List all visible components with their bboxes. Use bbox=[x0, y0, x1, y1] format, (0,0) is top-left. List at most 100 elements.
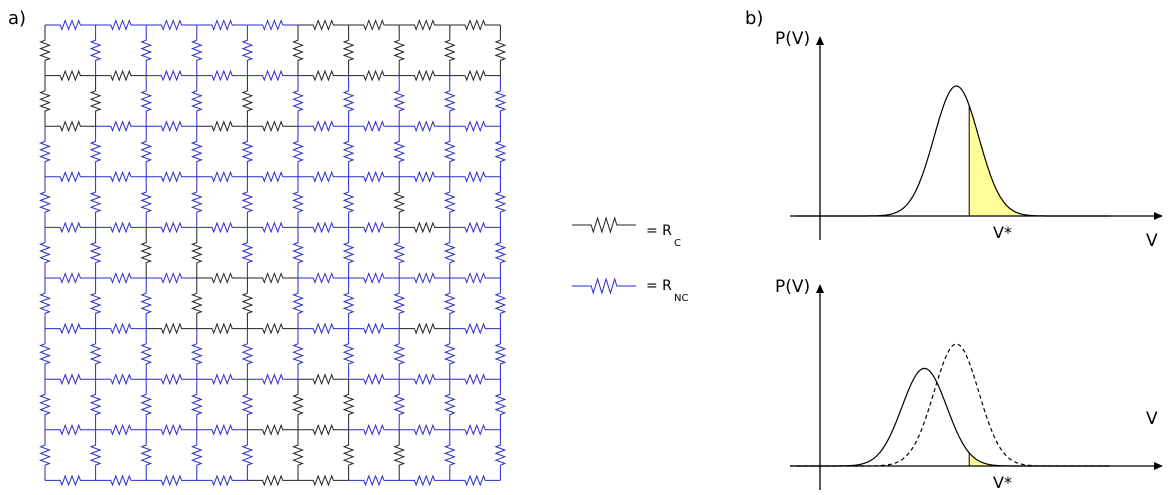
resistor-h-5-2-nonconducting bbox=[146, 272, 197, 284]
resistor-v-2-4-nonconducting bbox=[241, 126, 254, 177]
resistor-h-1-7-conducting bbox=[399, 69, 450, 82]
resistor-v-4-1-nonconducting bbox=[89, 227, 102, 278]
legend-eq-nc: = R bbox=[646, 278, 672, 294]
resistor-h-3-2-nonconducting bbox=[146, 170, 197, 183]
resistor-v-1-8-nonconducting bbox=[443, 75, 456, 127]
resistor-v-2-9-nonconducting bbox=[494, 126, 507, 177]
resistor-v-4-2-conducting bbox=[140, 227, 153, 278]
resistor-v-0-0-conducting bbox=[39, 25, 51, 76]
resistor-h-1-1-conducting bbox=[95, 69, 147, 82]
resistor-h-3-3-nonconducting bbox=[196, 170, 248, 183]
resistor-v-1-9-nonconducting bbox=[494, 75, 507, 127]
resistor-v-4-0-nonconducting bbox=[39, 227, 51, 278]
resistor-h-6-7-conducting bbox=[399, 322, 450, 335]
resistor-v-5-3-conducting bbox=[190, 278, 203, 329]
resistor-h-9-5-conducting bbox=[298, 474, 349, 487]
resistor-v-1-0-conducting bbox=[39, 75, 51, 127]
resistor-v-8-3-nonconducting bbox=[190, 429, 203, 481]
resistor-v-4-3-conducting bbox=[190, 227, 203, 278]
resistor-v-7-8-nonconducting bbox=[443, 379, 456, 430]
panel-b-label: b) bbox=[745, 8, 763, 29]
resistor-v-6-7-nonconducting bbox=[393, 328, 406, 380]
resistor-h-5-7-nonconducting bbox=[399, 272, 450, 284]
resistor-h-4-0-nonconducting bbox=[45, 221, 96, 234]
resistor-h-8-5-conducting bbox=[298, 423, 349, 436]
resistor-v-6-5-nonconducting bbox=[292, 328, 304, 380]
resistor-v-1-3-nonconducting bbox=[190, 75, 203, 127]
resistor-v-7-6-conducting bbox=[342, 379, 355, 430]
panel-a-label: a) bbox=[8, 8, 26, 29]
resistor-h-8-8-nonconducting bbox=[449, 423, 501, 436]
resistor-h-5-3-conducting bbox=[196, 272, 248, 284]
resistor-v-0-9-conducting bbox=[494, 25, 507, 76]
resistor-v-3-7-conducting bbox=[393, 176, 406, 228]
resistor-h-4-2-nonconducting bbox=[146, 221, 197, 234]
resistor-v-3-5-nonconducting bbox=[292, 176, 304, 228]
resistor-h-4-1-nonconducting bbox=[95, 221, 147, 234]
resistor-v-7-4-nonconducting bbox=[241, 379, 254, 430]
resistor-h-1-4-nonconducting bbox=[247, 69, 298, 82]
resistor-h-4-3-nonconducting bbox=[196, 221, 248, 234]
legend-eq-c: = R bbox=[646, 223, 672, 239]
legend-item-c: = R C bbox=[572, 216, 681, 249]
resistor-h-6-0-nonconducting bbox=[45, 322, 96, 335]
resistor-h-6-1-nonconducting bbox=[95, 322, 147, 335]
resistor-v-5-7-nonconducting bbox=[393, 278, 406, 329]
plot-bottom-shaded-tail bbox=[969, 452, 1110, 466]
resistor-v-0-5-conducting bbox=[292, 25, 304, 76]
plot-top: P(V) V V* bbox=[775, 29, 1163, 251]
resistor-h-1-3-nonconducting bbox=[196, 69, 248, 82]
resistor-v-7-7-nonconducting bbox=[393, 379, 406, 430]
resistor-h-6-2-conducting bbox=[146, 322, 197, 335]
resistor-v-0-7-conducting bbox=[393, 25, 406, 76]
resistor-v-4-7-nonconducting bbox=[393, 227, 406, 278]
resistor-v-3-1-nonconducting bbox=[89, 176, 102, 228]
resistor-h-9-0-nonconducting bbox=[45, 474, 96, 487]
resistor-v-3-0-nonconducting bbox=[39, 176, 51, 228]
resistor-h-7-5-conducting bbox=[298, 373, 349, 386]
resistor-h-9-7-nonconducting bbox=[399, 474, 450, 487]
resistor-h-8-4-conducting bbox=[247, 423, 298, 436]
resistor-h-0-4-nonconducting bbox=[247, 19, 298, 31]
resistor-h-7-8-nonconducting bbox=[449, 373, 501, 386]
resistor-v-0-4-nonconducting bbox=[241, 25, 254, 76]
plot-top-xlabel: V bbox=[1146, 231, 1158, 251]
resistor-v-1-6-nonconducting bbox=[342, 75, 355, 127]
resistor-h-2-3-conducting bbox=[196, 120, 248, 133]
resistor-v-3-2-nonconducting bbox=[140, 176, 153, 228]
resistor-v-8-7-conducting bbox=[393, 429, 406, 481]
resistor-h-0-7-conducting bbox=[399, 19, 450, 31]
resistor-v-7-3-nonconducting bbox=[190, 379, 203, 430]
resistor-h-8-2-nonconducting bbox=[146, 423, 197, 436]
resistor-h-4-6-nonconducting bbox=[348, 221, 400, 234]
resistor-v-4-6-nonconducting bbox=[342, 227, 355, 278]
resistor-v-3-9-nonconducting bbox=[494, 176, 507, 228]
plot-top-x-arrow bbox=[1154, 212, 1163, 220]
resistor-h-2-4-conducting bbox=[247, 120, 298, 133]
resistor-h-6-6-nonconducting bbox=[348, 322, 400, 335]
resistor-v-2-6-nonconducting bbox=[342, 126, 355, 177]
resistor-h-4-5-nonconducting bbox=[298, 221, 349, 234]
resistor-h-7-7-nonconducting bbox=[399, 373, 450, 386]
resistor-h-1-5-conducting bbox=[298, 69, 349, 82]
resistor-v-0-3-nonconducting bbox=[190, 25, 203, 76]
resistor-v-8-2-nonconducting bbox=[140, 429, 153, 481]
resistor-h-5-5-nonconducting bbox=[298, 272, 349, 284]
resistor-h-2-1-nonconducting bbox=[95, 120, 147, 133]
resistor-h-5-1-nonconducting bbox=[95, 272, 147, 284]
resistor-v-5-5-nonconducting bbox=[292, 278, 304, 329]
resistor-v-7-1-nonconducting bbox=[89, 379, 102, 430]
resistor-v-7-5-conducting bbox=[292, 379, 304, 430]
resistor-h-3-0-nonconducting bbox=[45, 170, 96, 183]
resistor-h-9-6-nonconducting bbox=[348, 474, 400, 487]
resistor-h-7-4-nonconducting bbox=[247, 373, 298, 386]
plot-bottom-threshold-label: V* bbox=[993, 473, 1012, 492]
resistor-network bbox=[39, 19, 507, 487]
resistor-v-2-1-nonconducting bbox=[89, 126, 102, 177]
resistor-h-1-0-conducting bbox=[45, 69, 96, 82]
resistor-h-3-8-nonconducting bbox=[449, 170, 501, 183]
resistor-v-4-8-nonconducting bbox=[443, 227, 456, 278]
resistor-h-1-6-conducting bbox=[348, 69, 400, 82]
resistor-h-0-0-nonconducting bbox=[45, 19, 96, 31]
plot-top-threshold-label: V* bbox=[993, 223, 1012, 242]
